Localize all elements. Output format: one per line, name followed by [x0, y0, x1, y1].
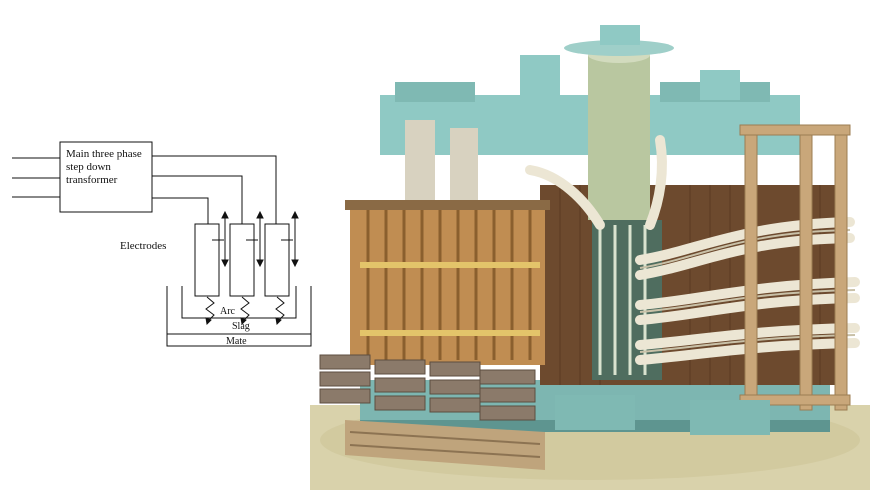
electrode-3: [264, 223, 290, 297]
electrode-2: [229, 223, 255, 297]
lead-1: [152, 197, 209, 224]
motion-arrows: [212, 210, 299, 268]
mate-label: Mate: [226, 336, 247, 347]
mate-box: [166, 333, 312, 347]
arc-3: [275, 296, 285, 322]
cable-bundles: [525, 135, 860, 365]
arc-2: [240, 296, 250, 322]
slag-label: Slag: [232, 321, 250, 332]
pallet: [345, 420, 545, 470]
copper-core: [350, 205, 545, 365]
lead-2: [152, 175, 243, 224]
lead-3: [152, 155, 277, 224]
cable-bundles-shade: [639, 229, 856, 353]
arc-1: [205, 296, 215, 322]
transformer-label-line-2: step down: [66, 161, 111, 173]
transformer-label-line-1: Main three phase: [66, 148, 142, 160]
transformer-label-line-3: transformer: [66, 174, 118, 186]
output-busbars: [319, 354, 536, 421]
transformer-box: [59, 141, 153, 213]
electrode-1: [194, 223, 220, 297]
central-bushing: [588, 55, 650, 220]
arc-label: Arc: [220, 306, 236, 317]
wood-frame: [739, 124, 851, 411]
electrodes-label: Electrodes: [120, 240, 166, 252]
transformer-photo: [310, 25, 870, 490]
furnace-schematic: [12, 141, 312, 347]
